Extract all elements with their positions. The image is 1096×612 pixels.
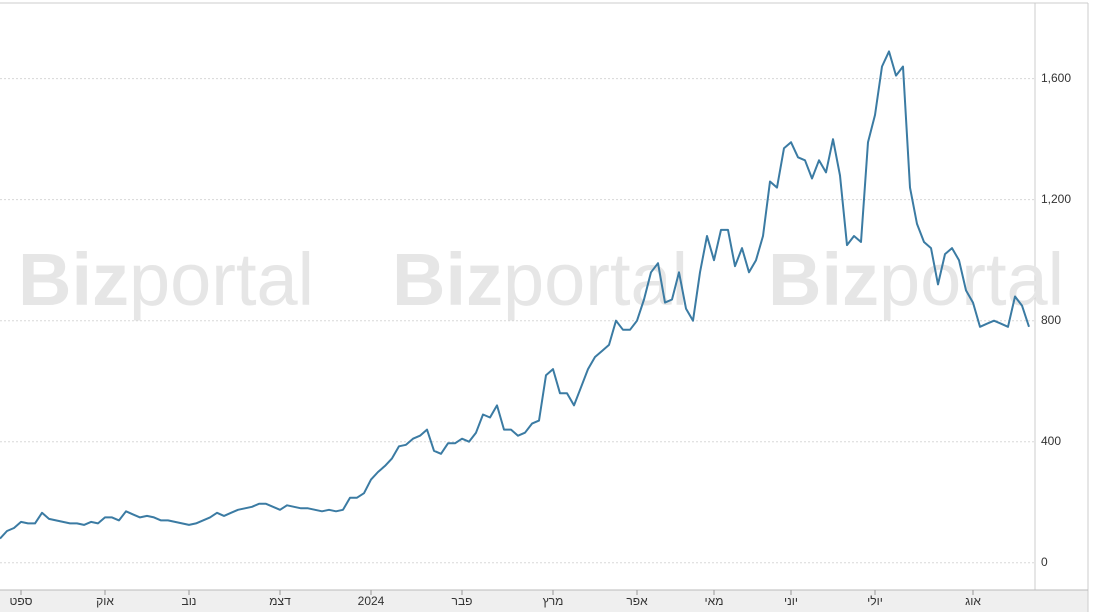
watermark-bold: Biz (392, 238, 503, 321)
watermark-bold: Biz (768, 238, 879, 321)
x-tick-label: נוב (182, 594, 197, 608)
x-tick-label: 2024 (358, 594, 385, 608)
watermark-bold: Biz (18, 238, 129, 321)
watermark: Bizportal (18, 238, 314, 321)
watermarks: Bizportal Bizportal Bizportal (18, 238, 1064, 321)
x-tick-label: ספט (10, 594, 33, 608)
x-tick-label: מרץ (543, 594, 564, 608)
price-line (0, 50, 1030, 540)
x-tick-label: יולי (867, 594, 883, 608)
y-tick-label: 800 (1041, 313, 1061, 327)
x-tick-label: אוג (965, 594, 981, 608)
x-tick-label: דצמ (269, 594, 291, 608)
x-axis-band (0, 590, 1088, 612)
y-tick-label: 400 (1041, 434, 1061, 448)
x-tick-label: יוני (784, 594, 798, 608)
watermark: Bizportal (768, 238, 1064, 321)
x-tick-label: מאי (705, 594, 724, 608)
y-tick-label: 1,600 (1041, 71, 1071, 85)
x-tick-label: פבר (452, 594, 473, 608)
watermark: Bizportal (392, 238, 688, 321)
watermark-light: portal (503, 238, 688, 321)
x-tick-label: אוק (96, 594, 114, 608)
y-tick-label: 1,200 (1041, 192, 1071, 206)
watermark-light: portal (879, 238, 1064, 321)
watermark-light: portal (129, 238, 314, 321)
x-tick-label: אפר (626, 594, 648, 608)
y-tick-label: 0 (1041, 555, 1048, 569)
